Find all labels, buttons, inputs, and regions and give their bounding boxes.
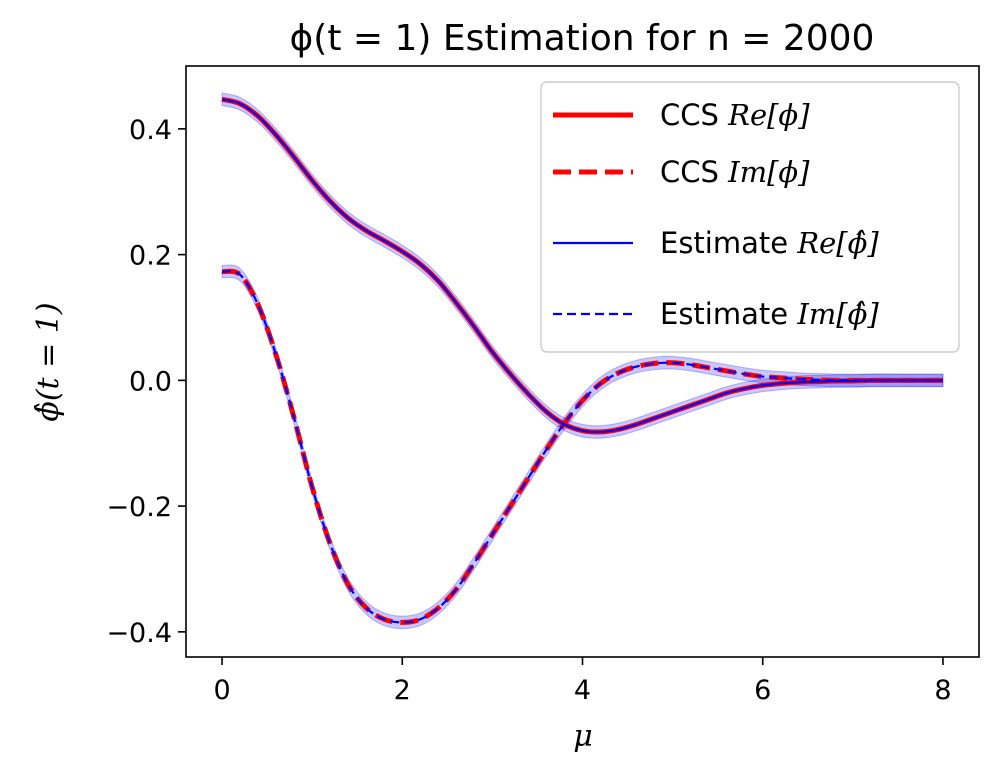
x-tick-label: 6 bbox=[754, 675, 771, 706]
x-axis-title: μ bbox=[573, 719, 593, 754]
legend-box bbox=[540, 81, 960, 353]
legend-label: Estimate Im[ϕ̂] bbox=[660, 297, 879, 331]
y-tick-label: 0.4 bbox=[129, 115, 172, 146]
y-tick-label: 0.2 bbox=[129, 241, 172, 272]
y-tick-label: −0.2 bbox=[106, 492, 172, 523]
y-axis: −0.4 −0.2 0.0 0.2 0.4 bbox=[106, 115, 186, 649]
legend-label: CCS Re[ϕ] bbox=[660, 98, 810, 132]
confidence-bands bbox=[221, 92, 944, 630]
series-line-estimate-im bbox=[221, 270, 943, 624]
legend-label: CCS Im[ϕ] bbox=[660, 155, 810, 189]
x-tick-label: 4 bbox=[574, 675, 591, 706]
y-tick-label: 0.0 bbox=[129, 366, 172, 397]
series-lines bbox=[221, 96, 943, 625]
legend-label: Estimate Re[ϕ̂] bbox=[660, 226, 879, 260]
confidence-band bbox=[221, 264, 944, 630]
x-tick-label: 2 bbox=[394, 675, 411, 706]
x-tick-label: 0 bbox=[213, 675, 230, 706]
y-tick-label: −0.4 bbox=[106, 618, 172, 649]
x-tick-label: 8 bbox=[934, 675, 951, 706]
x-axis: 0 2 4 6 8 bbox=[213, 657, 952, 706]
chart-title: ϕ(t = 1) Estimation for n = 2000 bbox=[290, 18, 875, 59]
y-axis-title: ϕ̂(t = 1) bbox=[31, 302, 66, 421]
series-line-estimate-re bbox=[221, 98, 943, 434]
confidence-band bbox=[221, 92, 944, 439]
legend: CCS Re[ϕ] CCS Im[ϕ] Estimate Re[ϕ̂] Estimat… bbox=[540, 81, 960, 353]
